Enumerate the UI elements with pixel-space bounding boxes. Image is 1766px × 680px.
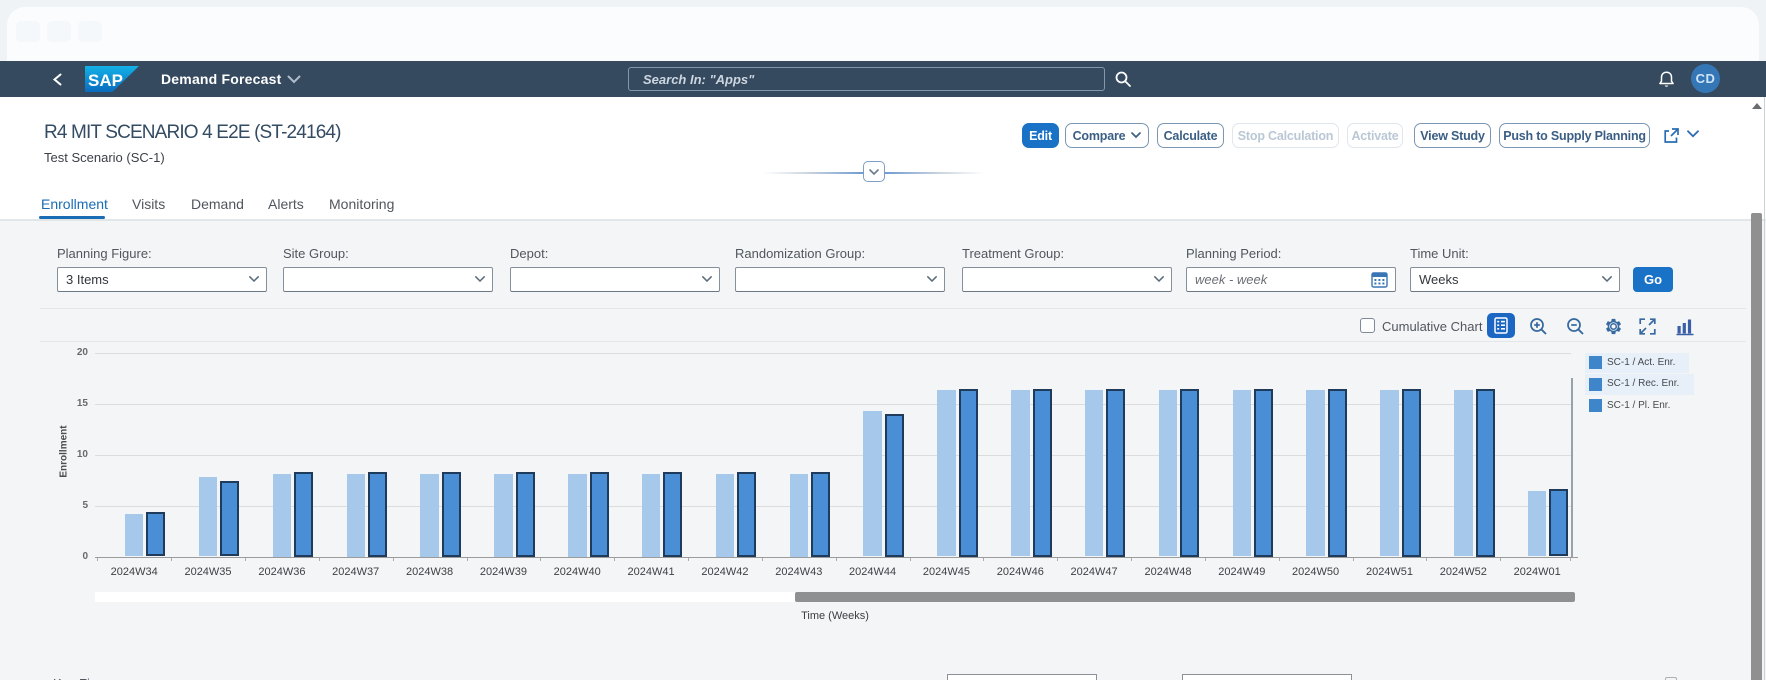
svg-text:SAP: SAP [88,71,123,90]
